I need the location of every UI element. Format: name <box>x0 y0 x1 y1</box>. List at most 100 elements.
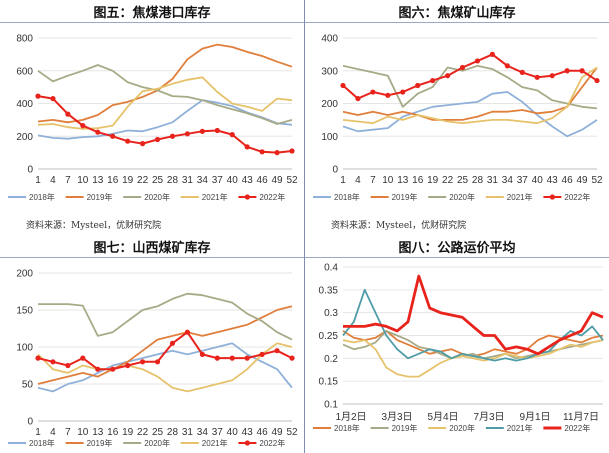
series-point <box>400 89 406 95</box>
series-point <box>50 359 56 365</box>
series-point <box>169 340 176 346</box>
series-point <box>474 58 481 64</box>
series-point <box>95 129 101 135</box>
y-tick-label: 100 <box>16 343 33 354</box>
y-tick-label: 400 <box>321 34 338 45</box>
y-tick-label: 0.2 <box>324 354 338 365</box>
panel-divider-vertical <box>304 0 305 453</box>
x-tick-label: 13 <box>397 175 409 186</box>
x-tick-label: 28 <box>167 175 179 186</box>
chart-road-freight: 0.1 0.15 0.2 0.25 0.3 0.35 0.4 1月2日 3月3日 5月4日 7月3日… <box>313 263 604 433</box>
series-line-2018年 <box>342 91 598 138</box>
series-point <box>125 362 131 369</box>
x-tick-label: 16 <box>412 175 424 186</box>
series-point <box>229 355 235 361</box>
series-point <box>154 359 161 365</box>
legend-label: 2022年 <box>564 423 590 433</box>
legend-label: 2019年 <box>87 438 113 448</box>
series-point <box>110 133 116 139</box>
panel-shanxi-inventory: 图七：山西煤矿库存 0 50 100 150 200 1 4 7 10 13 16 19 22 25 28 3… <box>0 235 304 453</box>
series-point <box>370 89 376 95</box>
series-point <box>199 351 205 357</box>
series-point <box>355 95 361 102</box>
series-point <box>199 128 205 134</box>
x-tick-label: 1月2日 <box>335 411 366 423</box>
series-point <box>259 149 265 155</box>
x-tick-label: 40 <box>227 427 239 438</box>
legend-label: 2018年 <box>29 192 55 202</box>
y-tick-label: 0.15 <box>319 377 339 388</box>
x-tick-label: 4 <box>50 427 56 438</box>
x-tick-label: 43 <box>547 175 559 186</box>
legend-label: 2018年 <box>334 423 360 433</box>
legend-label: 2022年 <box>259 438 285 448</box>
series-point <box>274 150 280 156</box>
y-tick-label: 0 <box>27 417 33 428</box>
x-tick-label: 7 <box>65 175 71 186</box>
series-line-2022年 <box>343 274 604 356</box>
x-tick-label: 49 <box>271 427 283 438</box>
y-tick-label: 0.25 <box>319 331 339 342</box>
series-point <box>244 144 250 150</box>
x-tick-label: 28 <box>167 427 179 438</box>
x-tick-label: 4 <box>355 175 361 186</box>
y-tick-label: 150 <box>16 306 33 317</box>
x-tick-label: 31 <box>487 175 499 186</box>
x-tick-label: 4 <box>50 175 56 186</box>
x-tick-label: 1 <box>35 427 41 438</box>
series-point <box>415 82 421 89</box>
x-tick-label: 34 <box>197 175 209 186</box>
series-point <box>184 329 191 335</box>
source-note: 资料来源：Mysteel，优财研究院 <box>331 221 467 231</box>
x-tick-label: 7 <box>370 175 376 186</box>
legend-label: 2020年 <box>449 423 475 433</box>
legend-label: 2018年 <box>334 192 360 202</box>
series-point <box>289 148 295 154</box>
legend-label: 2021年 <box>202 438 228 448</box>
x-tick-label: 49 <box>271 175 283 186</box>
series-point <box>50 95 56 102</box>
legend-label: 2021年 <box>507 423 533 433</box>
series-point <box>80 123 86 129</box>
x-tick-label: 22 <box>137 427 149 438</box>
series-point <box>35 355 41 361</box>
series-point <box>125 138 131 144</box>
series-line-2022年 <box>342 53 598 100</box>
series-point <box>139 359 146 365</box>
y-tick-label: 300 <box>321 66 338 77</box>
series-point <box>430 77 436 84</box>
series-line-2020年 <box>342 64 598 110</box>
series-point <box>274 348 280 354</box>
x-tick-label: 52 <box>286 427 298 438</box>
y-tick-label: 0.3 <box>324 308 338 319</box>
x-tick-label: 28 <box>472 175 484 186</box>
x-tick-label: 31 <box>182 427 194 438</box>
series-point <box>229 132 235 138</box>
series-point <box>549 73 555 79</box>
legend-label: 2020年 <box>144 192 170 202</box>
x-tick-label: 5月4日 <box>427 411 458 423</box>
series-point <box>489 51 496 57</box>
x-tick-label: 10 <box>77 427 89 438</box>
x-tick-label: 19 <box>122 427 134 438</box>
legend-marker <box>244 440 250 446</box>
x-tick-label: 1 <box>35 175 41 186</box>
series-point <box>259 351 265 357</box>
series-point <box>244 355 250 361</box>
y-tick-label: 200 <box>16 132 33 143</box>
series-point <box>444 73 451 79</box>
series-line-2021年 <box>342 66 598 125</box>
y-tick-label: 400 <box>16 99 33 110</box>
series-point <box>504 63 510 69</box>
legend-label: 2020年 <box>144 438 170 448</box>
x-tick-label: 43 <box>242 427 254 438</box>
legend-label: 2021年 <box>507 192 533 202</box>
x-tick-label: 16 <box>107 175 119 186</box>
x-tick-label: 3月3日 <box>381 411 412 423</box>
chart-mine-inventory: 0 100 200 300 400 1 4 7 10 13 16 19 22 25 28 31 34 37 40 43… <box>313 34 603 202</box>
series-line-2020年 <box>342 339 604 378</box>
series-point <box>65 111 71 117</box>
series-point <box>519 69 525 75</box>
x-tick-label: 34 <box>197 427 209 438</box>
legend-label: 2020年 <box>449 192 475 202</box>
